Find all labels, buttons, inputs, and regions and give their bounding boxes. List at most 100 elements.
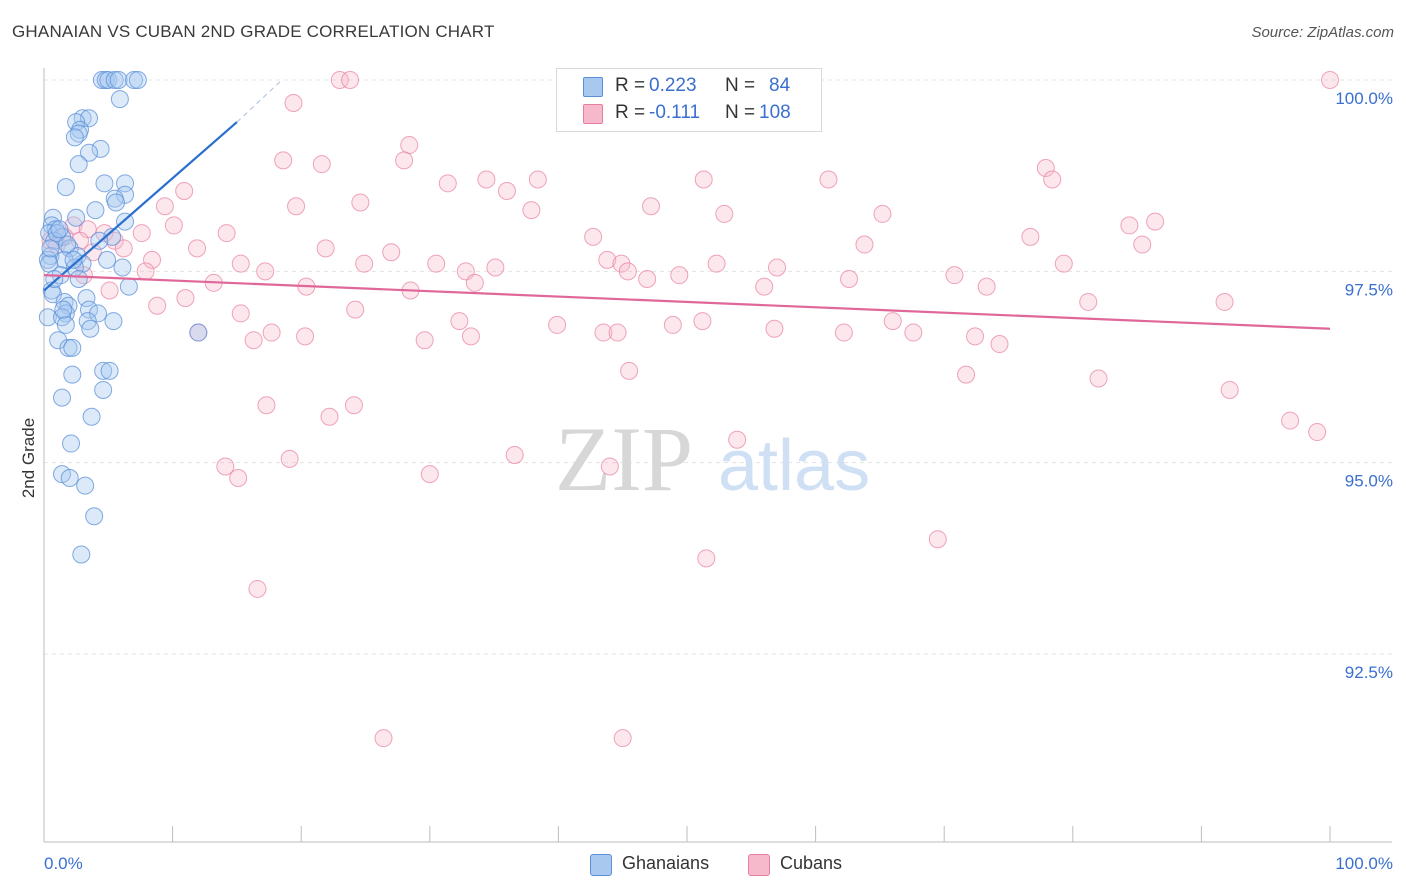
ghanaians-point xyxy=(49,331,68,350)
ghanaians-point xyxy=(55,250,74,269)
cubans-point xyxy=(420,465,439,484)
cubans-point xyxy=(316,239,335,258)
cubans-point xyxy=(670,266,689,285)
trend-lines xyxy=(43,79,1331,330)
x-tick-label: 100.0% xyxy=(1335,854,1393,873)
cubans-point xyxy=(136,262,155,281)
cubans-point xyxy=(728,430,747,449)
cubans-point xyxy=(1089,369,1108,388)
ghanaians-point xyxy=(91,139,110,158)
ghanaians-point xyxy=(80,300,99,319)
legend-r-value: 0.223 xyxy=(649,75,697,96)
cubans-point xyxy=(693,312,712,331)
cubans-point xyxy=(229,468,248,487)
ghanaians-point xyxy=(94,380,113,399)
chart-title: GHANAIAN VS CUBAN 2ND GRADE CORRELATION … xyxy=(12,22,495,41)
cubans-point xyxy=(548,315,567,334)
legend-n-value: 84 xyxy=(769,75,791,96)
ghanaians-point xyxy=(72,545,91,564)
cubans-point xyxy=(497,181,516,200)
cubans-point xyxy=(257,396,276,415)
cubans-point xyxy=(1321,71,1339,89)
cubans-point xyxy=(697,549,716,568)
ghanaians-point xyxy=(109,71,128,89)
stats-legend: R = 0.223 N = 84 R = -0.111 N = 108 xyxy=(556,68,822,132)
cubans-point xyxy=(663,315,682,334)
cubans-point xyxy=(1215,292,1234,311)
cubans-point xyxy=(594,323,613,342)
cubans-point xyxy=(477,170,496,189)
ghanaians-point xyxy=(56,315,75,334)
cubans-swatch xyxy=(748,854,770,876)
cubans-point xyxy=(312,155,331,174)
cubans-point xyxy=(765,319,784,338)
cubans-point xyxy=(395,151,414,170)
ghanaians-point xyxy=(125,71,144,89)
ghanaians-point xyxy=(38,308,57,327)
cubans-point xyxy=(114,239,133,258)
cubans-point xyxy=(1079,292,1098,311)
cubans-point xyxy=(256,262,275,281)
cubans-point xyxy=(715,204,734,223)
cubans-point xyxy=(83,243,102,262)
ghanaians-point xyxy=(45,269,64,288)
ghanaians-point xyxy=(56,178,75,197)
legend-n-label: N = xyxy=(725,75,756,96)
cubans-point xyxy=(768,258,787,277)
cubans-point xyxy=(320,407,339,426)
cubans-point xyxy=(1036,159,1055,178)
cubans-trend-line xyxy=(43,274,1331,330)
legend-swatch-cubans xyxy=(583,104,603,124)
cubans-point xyxy=(1133,235,1152,254)
cubans-point xyxy=(1220,380,1239,399)
axes xyxy=(43,68,1392,843)
cubans-point xyxy=(840,269,859,288)
ghanaians-swatch xyxy=(590,854,612,876)
source-label: Source: ZipAtlas.com xyxy=(1251,24,1394,41)
cubans-point xyxy=(1054,254,1073,273)
ghanaians-point xyxy=(77,289,96,308)
legend-n-value: 108 xyxy=(759,102,791,123)
cubans-point xyxy=(216,457,235,476)
y-tick-label: 97.5% xyxy=(1345,280,1393,299)
ghanaians-point xyxy=(60,468,79,487)
cubans-point xyxy=(374,729,393,748)
legend-r-value: -0.111 xyxy=(649,102,701,123)
ghanaians-point xyxy=(128,71,147,89)
ghanaians-point xyxy=(64,250,83,269)
cubans-point xyxy=(638,269,657,288)
cubans-point xyxy=(287,197,306,216)
cubans-point xyxy=(486,258,505,277)
legend-swatch-ghanaians xyxy=(583,77,603,97)
ghanaians-point xyxy=(100,361,119,380)
ghanaians-points xyxy=(38,71,208,564)
cubans-point xyxy=(613,729,632,748)
ghanaians-point xyxy=(86,201,105,220)
watermark-zip: ZIP xyxy=(555,408,693,510)
cubans-point xyxy=(966,327,985,346)
cubans-point xyxy=(438,174,457,193)
cubans-point xyxy=(344,396,363,415)
legend-row-ghanaians: R = 0.223 N = 84 xyxy=(557,73,821,100)
ghanaians-point xyxy=(62,434,81,453)
ghanaians-trend-extension xyxy=(236,79,283,123)
cubans-point xyxy=(600,457,619,476)
cubans-point xyxy=(465,273,484,292)
cubans-point xyxy=(450,312,469,331)
cubans-point xyxy=(641,197,660,216)
cubans-point xyxy=(274,151,293,170)
cubans-point xyxy=(351,193,370,212)
cubans-point xyxy=(755,277,774,296)
x-tick-label: 0.0% xyxy=(44,854,83,873)
cubans-point xyxy=(262,323,281,342)
cubans-point xyxy=(522,201,541,220)
cubans-point xyxy=(248,579,267,598)
cubans-point xyxy=(505,446,524,465)
ghanaians-point xyxy=(63,338,82,357)
cubans-point xyxy=(873,204,892,223)
cubans-point xyxy=(855,235,874,254)
cubans-point xyxy=(231,254,250,273)
cubans-point xyxy=(618,262,637,281)
cubans-point xyxy=(977,277,996,296)
